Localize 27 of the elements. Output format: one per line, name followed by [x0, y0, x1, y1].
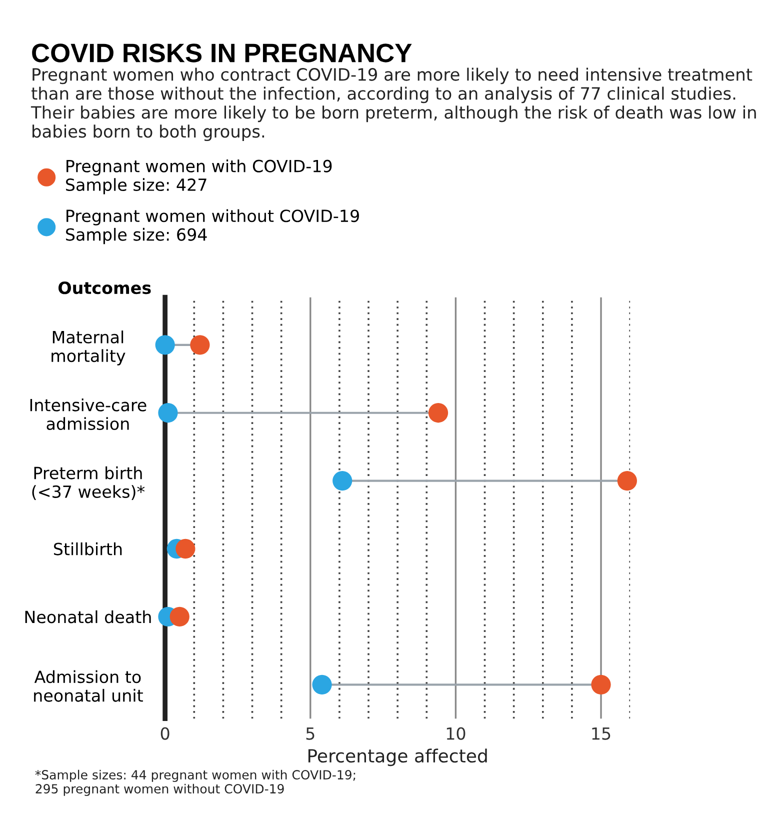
text: *Sample sizes: 44 pregnant women with COVID-19; 295 pregnant women without COVID-19	[35, 770, 356, 796]
y-tick-label: Preterm birth (<37 weeks)*	[32, 466, 145, 500]
x-tick-label: 15	[592, 727, 610, 740]
y-tick-label: Neonatal death	[25, 610, 151, 624]
y-tick-label: Stillbirth	[54, 542, 122, 556]
x-tick-label: 5	[306, 727, 314, 740]
point	[155, 335, 175, 355]
chart-subtitle: Pregnant women who contract COVID-19 are more likely to need intensive treatment than are those without the infection, according to an analysis of 77 clinical studies. Their babies are more likely to be born preterm, although the risk of death was low in babies born to both groups.	[30, 68, 756, 142]
point	[591, 674, 611, 694]
point	[158, 403, 178, 423]
y-axis-title: Outcomes	[58, 282, 151, 294]
point	[176, 538, 196, 559]
point	[428, 403, 448, 423]
x-axis-title: Percentage affected	[308, 748, 487, 766]
legend-label: Pregnant women without COVID-19 Sample size: 694	[66, 209, 359, 244]
point	[312, 674, 332, 694]
y-tick-label: Admission to neonatal unit	[34, 670, 143, 702]
legend-label: Pregnant women with COVID-19 Sample size: 427	[66, 159, 332, 194]
x-tick-label: 0	[160, 727, 170, 740]
x-tick-label: 10	[446, 727, 466, 740]
chart-title: COVID RISKS IN PREGNANCY	[32, 44, 412, 62]
point	[170, 606, 190, 627]
y-tick-label: Intensive-care admission	[30, 398, 146, 430]
point	[617, 470, 637, 491]
point	[332, 470, 352, 491]
point	[190, 335, 210, 355]
y-tick-label: Maternal mortality	[52, 330, 126, 366]
